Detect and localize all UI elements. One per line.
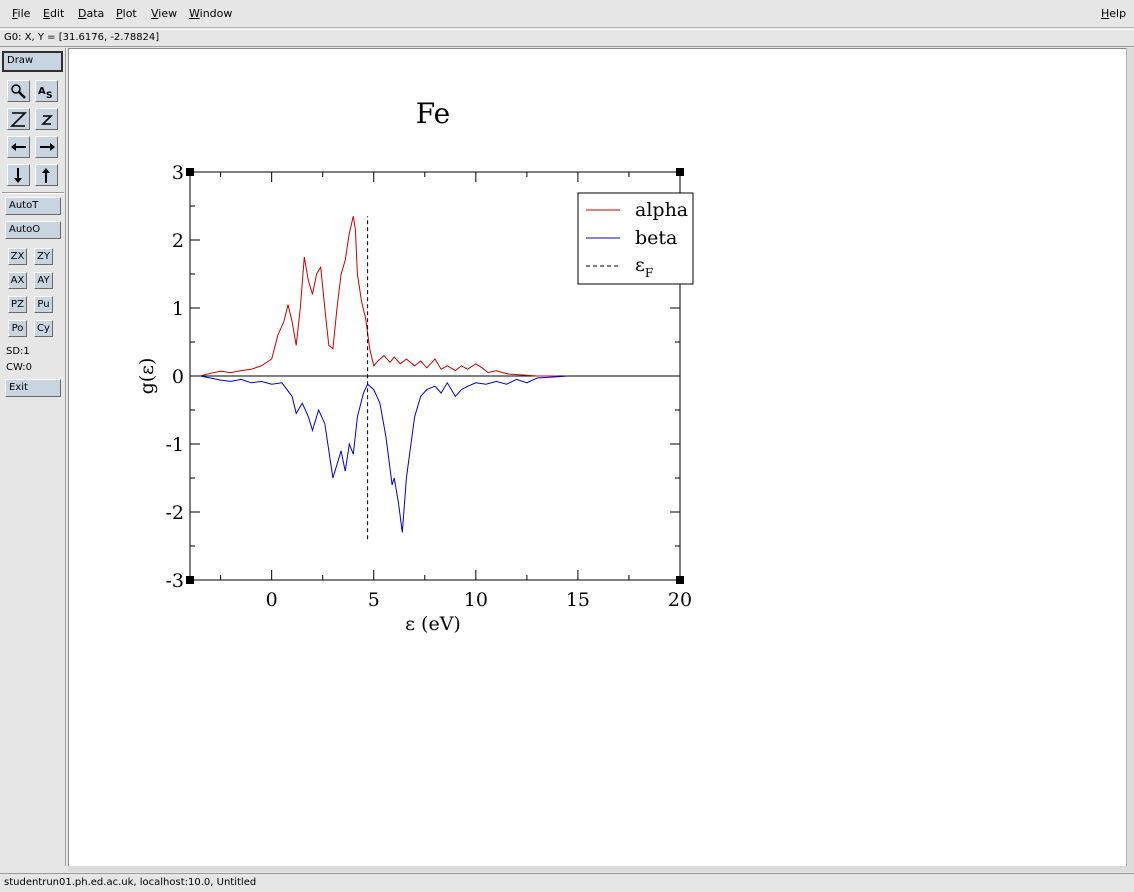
locator-bar: G0: X, Y = [31.6176, -2.78824] xyxy=(0,29,1134,47)
legend-label: beta xyxy=(635,227,677,249)
scroll-left-icon xyxy=(11,143,26,151)
scroll-right-icon xyxy=(40,143,55,151)
menu-view[interactable]: View xyxy=(151,7,178,20)
exit-button[interactable]: Exit xyxy=(5,379,61,397)
autoo-button[interactable]: AutoO xyxy=(5,221,61,239)
status-bar: studentrun01.ph.ed.ac.uk, localhost:10.0… xyxy=(0,873,1134,892)
y-axis-label: g(ε) xyxy=(136,358,158,395)
menu-plot[interactable]: Plot xyxy=(116,7,137,20)
series-line-alpha xyxy=(200,216,558,377)
y-tick-label: 3 xyxy=(172,162,184,184)
scroll-up-button[interactable] xyxy=(35,164,58,186)
zx-button[interactable]: ZX xyxy=(8,248,27,265)
zoom-button[interactable] xyxy=(7,80,30,102)
y-tick-label: -3 xyxy=(165,570,184,592)
toolbar-separator xyxy=(2,192,64,194)
vertical-scrollbar[interactable] xyxy=(1126,48,1134,866)
zoom-in-button[interactable] xyxy=(7,108,30,130)
ax-button[interactable]: AX xyxy=(8,272,27,289)
menu-bar: File Edit Data Plot View Window Help xyxy=(0,0,1134,28)
toolbar: Draw A S xyxy=(0,48,66,866)
horizontal-scrollbar[interactable] xyxy=(68,866,1134,872)
zoom-out-button[interactable] xyxy=(35,108,58,130)
y-tick-label: -2 xyxy=(165,502,184,524)
svg-text:A: A xyxy=(38,86,46,97)
x-tick-label: 0 xyxy=(266,589,278,611)
y-tick-label: 2 xyxy=(172,230,184,252)
autoscale-button[interactable]: A S xyxy=(35,80,58,102)
status-text: studentrun01.ph.ed.ac.uk, localhost:10.0… xyxy=(4,877,257,888)
x-tick-label: 5 xyxy=(368,589,380,611)
plot-canvas[interactable] xyxy=(68,48,1126,866)
y-tick-label: -1 xyxy=(165,434,184,456)
menu-window[interactable]: Window xyxy=(189,7,233,20)
menu-help[interactable]: Help xyxy=(1101,7,1127,20)
zoom-in-icon xyxy=(10,112,27,127)
menu-data[interactable]: Data xyxy=(78,7,105,20)
locator-readout: G0: X, Y = [31.6176, -2.78824] xyxy=(4,32,160,43)
series-line-beta xyxy=(200,375,568,533)
zoom-icon xyxy=(11,84,26,99)
autot-button[interactable]: AutoT xyxy=(5,197,61,215)
chart-title: Fe xyxy=(416,97,450,130)
scroll-right-button[interactable] xyxy=(35,136,58,158)
x-tick-label: 10 xyxy=(464,589,488,611)
current-world-label: CW:0 xyxy=(6,362,33,373)
svg-text:S: S xyxy=(46,91,52,100)
draw-button[interactable]: Draw xyxy=(2,51,63,72)
legend-label: alpha xyxy=(635,199,688,221)
chart-layer: Fe 0 5 10 15 20 -3 -2 -1 0 1 2 3 ε (eV) g(ε) alpha beta ε… xyxy=(136,97,694,635)
scroll-left-button[interactable] xyxy=(7,136,30,158)
x-axis-label: ε (eV) xyxy=(405,613,461,635)
po-button[interactable]: Po xyxy=(8,320,27,337)
x-tick-label: 15 xyxy=(566,589,590,611)
zy-button[interactable]: ZY xyxy=(34,248,53,265)
scroll-down-icon xyxy=(14,168,22,183)
autoscale-icon: A S xyxy=(38,86,52,100)
pu-button[interactable]: Pu xyxy=(34,296,53,313)
plot-svg: Fe 0 5 10 15 20 -3 -2 -1 0 1 2 3 ε (eV) g(ε) alpha beta ε… xyxy=(136,97,694,635)
set-depth-label: SD:1 xyxy=(6,346,30,357)
cy-button[interactable]: Cy xyxy=(34,320,53,337)
zoom-out-icon xyxy=(41,115,53,125)
scroll-down-button[interactable] xyxy=(7,164,30,186)
ay-button[interactable]: AY xyxy=(34,272,53,289)
x-tick-label: 20 xyxy=(668,589,692,611)
scroll-up-icon xyxy=(42,168,50,183)
menu-edit[interactable]: Edit xyxy=(43,7,65,20)
y-tick-label: 0 xyxy=(172,366,184,388)
pz-button[interactable]: PZ xyxy=(8,296,27,313)
legend-label: εF xyxy=(635,254,653,280)
y-tick-label: 1 xyxy=(172,298,184,320)
menu-file[interactable]: File xyxy=(12,7,31,20)
